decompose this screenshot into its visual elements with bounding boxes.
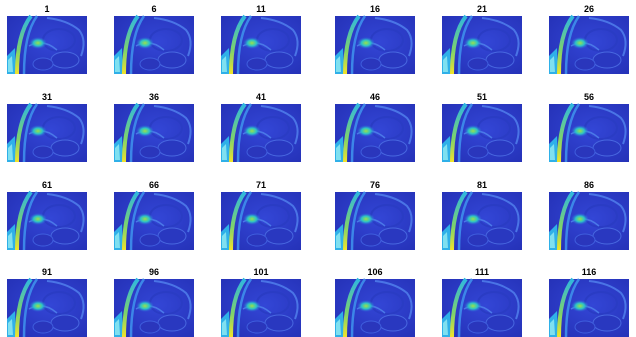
scan-image [442,192,522,250]
panel-title: 36 [149,92,159,102]
image-panel: 1 [7,4,87,74]
image-panel: 116 [549,267,629,337]
panel-title: 51 [477,92,487,102]
scan-image [7,104,87,162]
image-panel: 51 [442,92,522,162]
panel-title: 111 [475,267,489,277]
image-panel: 61 [7,180,87,250]
scan-image [7,16,87,74]
panel-title: 91 [42,267,52,277]
panel-title: 31 [42,92,52,102]
panel-title: 96 [149,267,159,277]
image-panel: 16 [335,4,415,74]
image-panel: 31 [7,92,87,162]
scan-image [221,16,301,74]
image-panel: 56 [549,92,629,162]
scan-image [442,279,522,337]
image-panel: 86 [549,180,629,250]
image-panel: 71 [221,180,301,250]
image-panel: 41 [221,92,301,162]
panel-title: 56 [584,92,594,102]
image-panel: 6 [114,4,194,74]
image-panel: 46 [335,92,415,162]
scan-image [549,104,629,162]
scan-image [7,192,87,250]
image-panel: 21 [442,4,522,74]
panel-title: 1 [44,4,49,14]
image-panel: 26 [549,4,629,74]
image-panel: 81 [442,180,522,250]
panel-title: 116 [582,267,597,277]
image-panel: 91 [7,267,87,337]
scan-image [221,279,301,337]
scan-image [114,279,194,337]
scan-image [221,104,301,162]
panel-title: 46 [370,92,380,102]
panel-title: 106 [367,267,382,277]
image-panel: 101 [221,267,301,337]
panel-title: 86 [584,180,594,190]
scan-image [114,192,194,250]
panel-title: 21 [477,4,487,14]
image-panel: 66 [114,180,194,250]
scan-image [442,104,522,162]
panel-title: 11 [256,4,266,14]
image-panel: 36 [114,92,194,162]
scan-image [335,279,415,337]
scan-image [549,279,629,337]
scan-image [114,16,194,74]
panel-title: 66 [149,180,159,190]
scan-image [7,279,87,337]
scan-image [442,16,522,74]
scan-image [221,192,301,250]
panel-title: 6 [151,4,156,14]
scan-image [335,16,415,74]
scan-image [549,192,629,250]
scan-image [549,16,629,74]
image-panel: 106 [335,267,415,337]
scan-image [335,104,415,162]
panel-title: 16 [370,4,380,14]
image-panel: 76 [335,180,415,250]
frame-grid: 1611162126313641465156616671768186919610… [0,0,636,337]
panel-title: 71 [256,180,266,190]
image-panel: 111 [442,267,522,337]
scan-image [335,192,415,250]
panel-title: 41 [256,92,266,102]
panel-title: 61 [42,180,52,190]
panel-title: 101 [253,267,268,277]
panel-title: 26 [584,4,594,14]
image-panel: 11 [221,4,301,74]
panel-title: 81 [477,180,487,190]
image-panel: 96 [114,267,194,337]
panel-title: 76 [370,180,380,190]
scan-image [114,104,194,162]
